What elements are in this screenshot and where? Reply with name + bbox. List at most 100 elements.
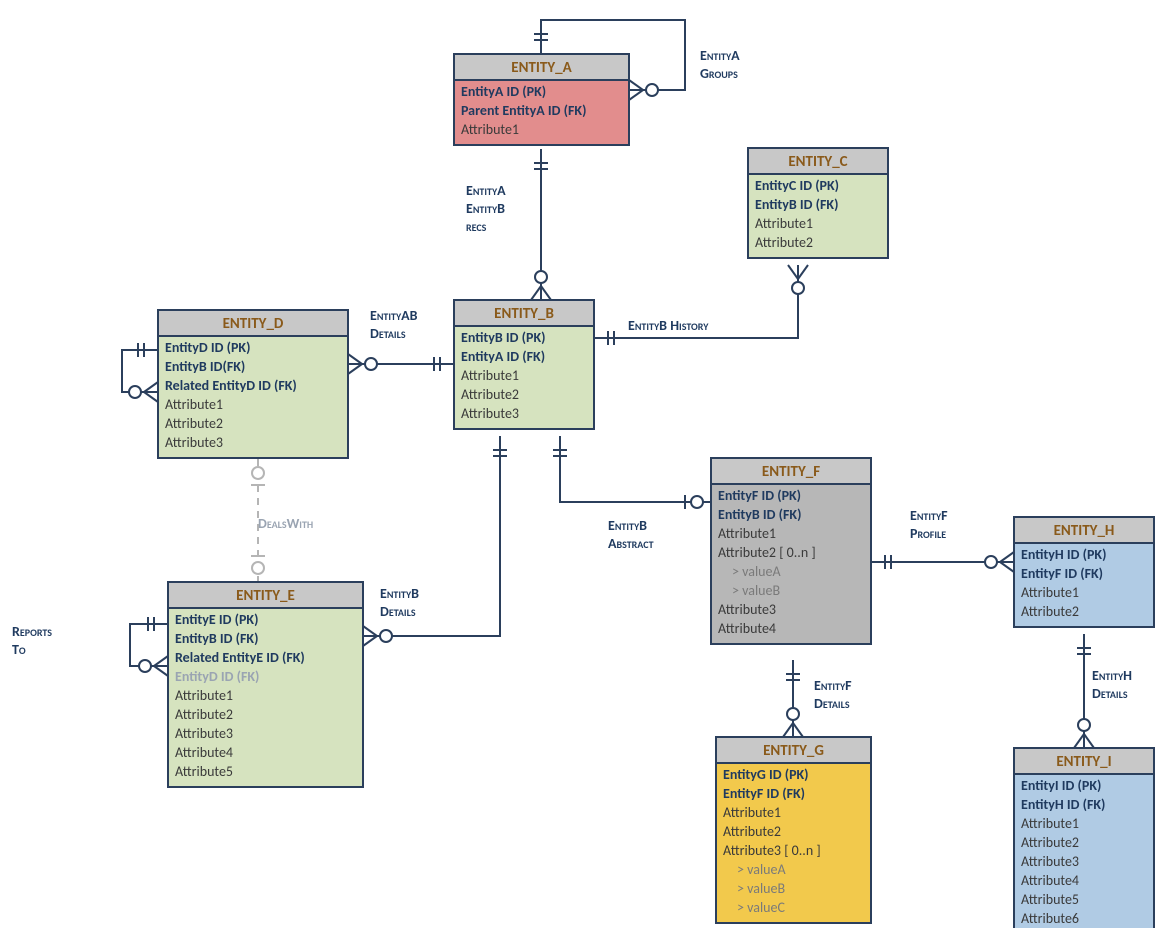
attr: Attribute3 xyxy=(718,601,776,618)
entity-H: ENTITY_H EntityH ID (PK) EntityF ID (FK) At… xyxy=(1014,517,1154,627)
rel-F_G: EntityFDetails xyxy=(783,660,852,737)
attr: Attribute2 xyxy=(723,823,781,840)
entity-C: ENTITY_C EntityC ID (PK) EntityB ID (FK) At… xyxy=(748,148,888,258)
rel-label: EntityF xyxy=(814,677,852,694)
rel-label: Abstract xyxy=(608,535,654,552)
attr: EntityE ID (PK) xyxy=(175,611,258,628)
attr: EntityG ID (PK) xyxy=(723,766,809,783)
rel-label: DealsWith xyxy=(258,515,313,532)
rel-label: Details xyxy=(380,603,416,620)
attr: Attribute1 xyxy=(755,215,813,232)
attr: Attribute1 xyxy=(165,396,223,413)
attr: > valueA xyxy=(732,563,781,580)
entity-title: ENTITY_A xyxy=(511,59,572,77)
attr: Attribute1 xyxy=(718,525,776,542)
rel-label: EntityA xyxy=(466,182,506,199)
rel-label: recs xyxy=(466,218,487,235)
attr: EntityB ID (PK) xyxy=(461,329,545,346)
entity-title: ENTITY_B xyxy=(494,305,554,323)
attr: Attribute4 xyxy=(1021,872,1079,889)
attr: Attribute1 xyxy=(461,367,519,384)
attr: Attribute4 xyxy=(718,620,776,637)
entity-G: ENTITY_G EntityG ID (PK) EntityF ID (FK) At… xyxy=(716,737,871,923)
entity-title: ENTITY_G xyxy=(763,742,824,760)
erd-canvas: EntityAGroupsEntityAEntityBrecsEntityB H… xyxy=(0,0,1168,928)
attr: Attribute1 xyxy=(723,804,781,821)
rel-label: Details xyxy=(1092,685,1128,702)
entity-title: ENTITY_D xyxy=(223,315,284,333)
attr: Attribute3 [ 0..n ] xyxy=(723,842,821,859)
attr: Related EntityD ID (FK) xyxy=(165,377,297,394)
attr: Attribute2 xyxy=(165,415,223,432)
rel-label: EntityAB xyxy=(370,307,418,324)
rel-label: EntityB xyxy=(380,585,419,602)
rel-label: EntityB History xyxy=(628,317,709,334)
rel-label: Details xyxy=(814,695,850,712)
attr: Attribute2 xyxy=(461,386,519,403)
rel-B_D: EntityABDetails xyxy=(348,307,454,374)
rel-label: Profile xyxy=(910,525,946,542)
attr: EntityD ID (FK) xyxy=(175,668,259,685)
rel-E_self: ReportsTo xyxy=(12,617,168,676)
attr: Attribute6 xyxy=(1021,910,1079,927)
rel-label: EntityA xyxy=(700,47,740,64)
rel-B_E: EntityBDetails xyxy=(363,436,507,646)
attr: > valueA xyxy=(737,861,786,878)
rel-H_I: EntityHDetails xyxy=(1074,634,1132,748)
attr: EntityD ID (PK) xyxy=(165,339,250,356)
rel-D_E: DealsWith xyxy=(251,459,313,582)
entity-title: ENTITY_C xyxy=(788,153,847,171)
attr: EntityI ID (PK) xyxy=(1021,777,1101,794)
attr: Attribute1 xyxy=(1021,584,1079,601)
attr: EntityA ID (FK) xyxy=(461,348,545,365)
attr: > valueC xyxy=(737,899,785,916)
attr: EntityB ID(FK) xyxy=(165,358,245,375)
entity-F: ENTITY_FEntityF ID (PK)EntityB ID (FK)At… xyxy=(711,458,871,644)
rel-label: EntityF xyxy=(910,507,948,524)
attr: > valueB xyxy=(737,880,785,897)
rel-D_self xyxy=(122,343,158,402)
attr: Attribute2 xyxy=(755,234,813,251)
attr: Attribute1 xyxy=(461,121,519,138)
rel-label: Reports xyxy=(12,623,52,640)
attr: Attribute1 xyxy=(175,687,233,704)
attr: Attribute3 xyxy=(175,725,233,742)
entity-title: ENTITY_H xyxy=(1054,522,1115,540)
attr: Attribute2 xyxy=(1021,603,1079,620)
attr: EntityF ID (FK) xyxy=(723,785,805,802)
attr: Attribute1 xyxy=(1021,815,1079,832)
attr: Attribute5 xyxy=(175,763,233,780)
entities-layer: ENTITY_A EntityA ID (PK) Parent EntityA ID… xyxy=(158,54,1154,928)
entity-D: ENTITY_D EntityD ID (PK) EntityB ID(FK) Rel… xyxy=(158,310,348,458)
entity-E: ENTITY_EEntityE ID (PK)EntityB ID (FK)Re… xyxy=(168,582,363,787)
attr: Attribute2 xyxy=(1021,834,1079,851)
rel-F_H: EntityFProfile xyxy=(871,507,1014,572)
rel-A_B: EntityAEntityBrecs xyxy=(466,149,551,300)
attr: > valueB xyxy=(732,582,780,599)
attr: Attribute3 xyxy=(165,434,223,451)
attr: EntityB ID (FK) xyxy=(755,196,838,213)
rel-B_F: EntityBAbstract xyxy=(553,436,711,552)
attr: EntityC ID (PK) xyxy=(755,177,839,194)
attr: Parent EntityA ID (FK) xyxy=(461,102,586,119)
attr: Attribute2 xyxy=(175,706,233,723)
attr: EntityB ID (FK) xyxy=(718,506,801,523)
attr: EntityF ID (FK) xyxy=(1021,565,1103,582)
attr: Attribute2 [ 0..n ] xyxy=(718,544,816,561)
entity-title: ENTITY_E xyxy=(236,587,295,605)
attr: EntityA ID (PK) xyxy=(461,83,546,100)
attr: Attribute3 xyxy=(461,405,519,422)
attr: EntityF ID (PK) xyxy=(718,487,801,504)
rel-label: EntityB xyxy=(466,200,505,217)
rel-label: Groups xyxy=(700,65,738,82)
attr: EntityB ID (FK) xyxy=(175,630,258,647)
rel-label: Details xyxy=(370,325,406,342)
attr: EntityH ID (PK) xyxy=(1021,546,1106,563)
rel-label: EntityB xyxy=(608,517,647,534)
entity-A: ENTITY_A EntityA ID (PK) Parent EntityA ID… xyxy=(454,54,629,145)
attr: Attribute4 xyxy=(175,744,233,761)
attr: EntityH ID (FK) xyxy=(1021,796,1105,813)
attr: Attribute5 xyxy=(1021,891,1079,908)
rel-label: EntityH xyxy=(1092,667,1132,684)
entity-I: ENTITY_IEntityI ID (PK)EntityH ID (FK)At… xyxy=(1014,748,1154,928)
